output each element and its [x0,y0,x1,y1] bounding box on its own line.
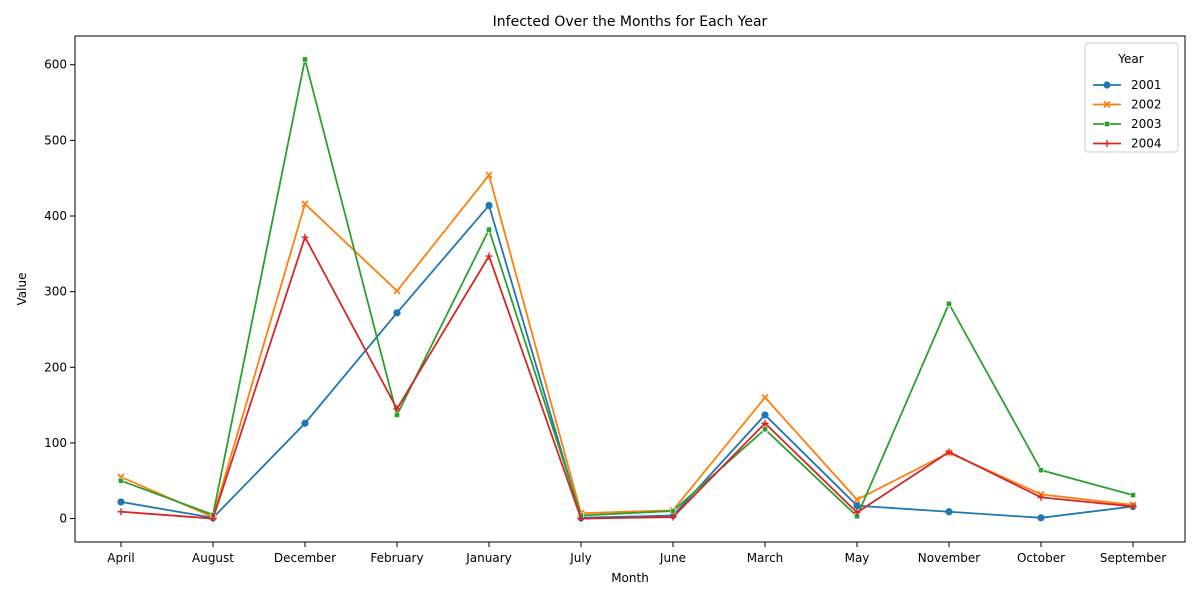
data-point [761,411,769,419]
data-point [301,200,309,208]
y-tick-label: 500 [44,133,67,147]
data-point [485,171,493,179]
data-point [209,515,217,523]
data-point [669,513,677,521]
legend-marker [1103,100,1111,109]
x-tick-label: March [747,551,784,565]
data-point [577,515,585,523]
chart-title: Infected Over the Months for Each Year [493,14,768,30]
y-tick-label: 600 [44,58,67,72]
x-tick-label: December [274,551,336,565]
x-tick-label: April [107,551,134,565]
data-point [946,300,952,307]
x-tick-label: September [1100,551,1166,565]
data-point [393,309,401,317]
data-point [117,508,125,516]
y-tick-label: 200 [44,360,67,374]
x-tick-label: June [659,551,686,565]
legend-title: Year [1117,52,1143,66]
x-tick-label: May [845,551,870,565]
data-point [945,508,953,516]
legend-item-2002: 2002 [1093,98,1162,112]
data-point [301,233,309,241]
series-line-2001 [120,204,1134,519]
legend-label: 2001 [1131,78,1162,92]
data-point [762,426,768,433]
y-tick-label: 0 [59,512,67,526]
series-line-2004 [120,236,1134,520]
data-point [945,448,953,456]
y-axis: 0 100 200 300 400 500 600 [44,58,75,526]
legend-item-2003: 2003 [1093,117,1162,131]
x-tick-label: August [192,551,234,565]
legend-marker [1104,121,1110,127]
x-tick-label: February [370,551,423,565]
legend-item-2001: 2001 [1093,78,1162,92]
x-tick-label: July [569,551,592,565]
x-tick-label: November [918,551,980,565]
data-point [1129,502,1137,510]
plot-area [117,56,1137,523]
data-point [485,201,493,210]
data-point [393,287,401,295]
axes-frame [74,35,1186,543]
data-point [670,508,676,514]
data-point [302,56,308,63]
x-tick-label: October [1017,551,1065,565]
data-point [486,226,492,233]
series-line-2003 [120,58,1134,518]
y-tick-label: 300 [44,285,67,299]
data-point [1038,467,1044,474]
data-point [853,496,861,504]
data-point [117,498,125,506]
legend-label: 2004 [1131,137,1162,151]
x-axis-label: Month [611,571,649,585]
data-point [394,412,400,418]
series-2004 [117,233,1137,523]
data-point [301,419,309,427]
x-tick-label: January [465,551,512,565]
x-axis: April August December February January July Ju… [107,542,1166,565]
data-point [853,509,861,517]
y-tick-label: 400 [44,209,67,223]
data-point [393,405,401,413]
legend-label: 2002 [1131,98,1162,112]
legend-marker [1103,81,1111,89]
data-point [761,393,769,402]
data-point [485,252,493,260]
y-axis-label: Value [15,273,29,306]
legend: Year 2001 2002 2003 2004 [1084,42,1179,153]
data-point [761,419,769,427]
data-point [118,477,124,484]
y-tick-label: 100 [44,436,67,450]
legend-label: 2003 [1131,117,1162,131]
data-point [1130,492,1136,499]
data-point [853,502,861,510]
legend-marker [1103,140,1111,147]
data-point [1037,493,1045,501]
legend-item-2004: 2004 [1093,137,1162,151]
data-point [1037,514,1045,522]
